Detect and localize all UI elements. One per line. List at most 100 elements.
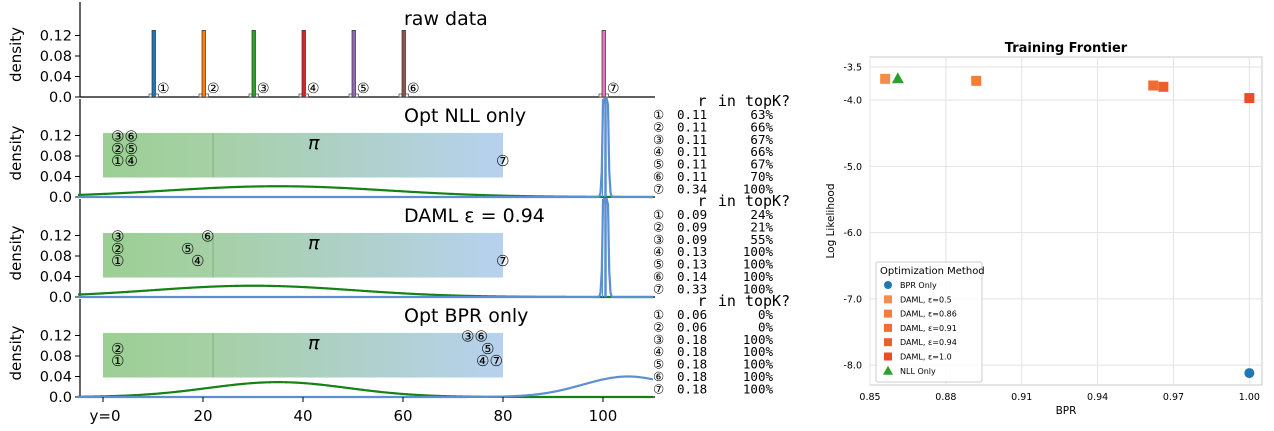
table-row-r: 0.18 [677,381,707,396]
table-row-topk: 100% [743,357,774,372]
y-tick-label: -8.0 [843,361,862,372]
blue-density-curve [78,97,653,199]
bar-shoulder [298,93,303,98]
y-tick-label: 0.08 [40,49,72,65]
bar-5 [351,30,356,98]
legend-label: BPR Only [900,281,937,290]
table-row-id: ① [653,307,664,322]
blue-density-curve [78,197,653,299]
bar-shoulder [405,93,409,98]
y-tick-label: 0.08 [40,349,72,365]
legend-marker [884,281,892,289]
table-row-id: ⑤ [653,357,664,372]
table-row-topk: 21% [750,219,773,234]
point-label: ⑥ [407,81,420,97]
y-tick-label: 0.12 [40,29,72,45]
point-label: ① [157,81,170,97]
table-row-id: ④ [653,144,664,159]
table-row-topk: 67% [750,132,773,147]
y-tick-label: 0.08 [40,249,72,265]
point-marker: ⑦ [496,252,509,270]
y-axis-label: density [7,125,25,180]
table-header-topk: in topK? [718,292,790,310]
x-tick-label: 0.97 [1163,392,1184,403]
table-row-topk: 100% [743,344,774,359]
legend-marker [883,365,893,375]
data-point-5 [1244,93,1255,104]
table-row-r: 0.18 [677,344,707,359]
x-tick-label: 1.00 [1239,392,1260,403]
y-tick-label: -7.0 [843,294,862,305]
point-marker: ③⑥ [461,328,488,346]
y-tick-label: 0.0 [49,90,72,106]
legend-label: DAML, ε=0.91 [900,324,957,333]
table-row-r: 0.11 [677,144,707,159]
point-marker: ⑥ [201,228,214,246]
bar-shoulder [155,93,159,98]
point-marker: ⑦ [496,152,509,170]
data-point-0 [1244,368,1255,379]
table-row-id: ⑦ [653,181,664,196]
table-row-id: ① [653,207,664,222]
point-marker: ⑤ [481,340,494,358]
table-row-topk: 100% [743,332,774,347]
y-tick-label: 0.04 [40,270,72,286]
bar-shoulder [348,93,353,98]
table-row-id: ③ [653,332,664,347]
point-marker: ③⑥ [111,128,138,146]
table-row-r: 0.13 [677,257,707,272]
bar-7 [601,30,606,98]
point-marker: ④⑦ [476,352,503,370]
y-tick-label: -3.5 [843,62,862,73]
table-row-topk: 66% [750,119,773,134]
point-marker: ② [111,240,124,258]
table-row-topk: 70% [750,169,773,184]
chart-title: Training Frontier [1005,41,1128,56]
table-row-r: 0.18 [677,357,707,372]
table-row-topk: 63% [750,107,773,122]
bar-shoulder [248,93,253,98]
table-row-topk: 0% [758,307,774,322]
point-marker: ①④ [111,152,138,170]
table-header-topk: in topK? [718,92,790,110]
panel-daml: density 0.0 0.04 0.08 0.12 DAML ε = 0.94 π ③ ⑥ ② ⑤… [7,192,790,306]
y-tick-label: 0.04 [40,170,72,186]
data-point-1 [880,73,891,84]
bar-shoulder [398,93,403,98]
data-point-2 [971,75,982,86]
table-row-topk: 66% [750,144,773,159]
bar-shoulder [605,93,609,98]
point-marker: ① [111,352,124,370]
bar-shoulder [198,93,203,98]
panel-title: Opt BPR only [404,305,528,327]
table-row-id: ⑥ [653,369,664,384]
table-row-r: 0.09 [677,207,707,222]
y-tick-label: 0.12 [40,229,72,245]
table-row-r: 0.09 [677,219,707,234]
panel-title: DAML ε = 0.94 [404,205,545,227]
point-label: ② [207,81,220,97]
pi-label: π [308,232,320,254]
table-row-id: ④ [653,244,664,259]
table-row-topk: 24% [750,207,773,222]
x-tick-label: y=0 [90,407,121,425]
panel-raw: density 0.0 0.04 0.08 0.12 raw data ① ② ③ ④ ⑤ ⑥ ⑦ [7,2,655,106]
legend-label: DAML, ε=1.0 [900,353,952,362]
table-row-id: ③ [653,132,664,147]
y-tick-label: 0.0 [49,390,72,406]
table-row-id: ⑦ [653,281,664,296]
table-row-r: 0.11 [677,119,707,134]
table-row-topk: 100% [743,257,774,272]
table-row-id: ② [653,119,664,134]
bar-shoulder [255,93,259,98]
table-row-r: 0.34 [677,181,707,196]
table-header-topk: in topK? [718,192,790,210]
y-axis-label: density [7,325,25,380]
table-header-r: r [697,92,706,110]
table-row-topk: 55% [750,232,773,247]
y-tick-label: 0.04 [40,370,72,386]
data-point-3 [1148,80,1159,91]
table-header-r: r [697,292,706,310]
bar-shoulder [305,93,309,98]
